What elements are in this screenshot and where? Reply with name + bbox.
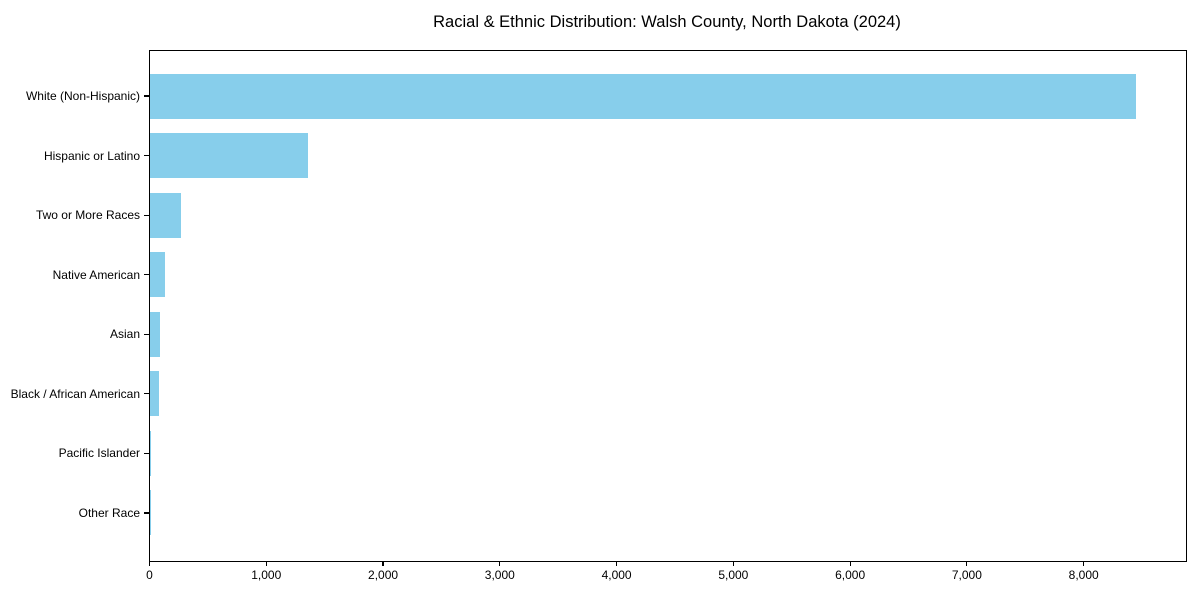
x-tick-label-0: 0 bbox=[146, 568, 153, 582]
x-tick-label-5: 5,000 bbox=[718, 568, 749, 582]
y-axis-tick-5 bbox=[143, 393, 149, 395]
x-axis-tick-4 bbox=[615, 560, 618, 566]
y-tick-label-5: Black / African American bbox=[10, 386, 140, 401]
bar-2 bbox=[149, 192, 182, 238]
y-tick-label-6: Pacific Islander bbox=[58, 446, 140, 461]
y-axis-tick-7 bbox=[143, 512, 149, 514]
y-axis-tick-0 bbox=[143, 95, 149, 97]
x-tick-label-2: 2,000 bbox=[368, 568, 399, 582]
chart-title: Racial & Ethnic Distribution: Walsh Coun… bbox=[433, 13, 901, 31]
y-tick-label-4: Asian bbox=[109, 327, 140, 342]
y-tick-label-1: Hispanic or Latino bbox=[43, 148, 140, 163]
x-axis-tick-0 bbox=[148, 560, 151, 566]
y-tick-label-3: Native American bbox=[52, 267, 140, 282]
x-tick-label-8: 8,000 bbox=[1068, 568, 1099, 582]
x-tick-label-4: 4,000 bbox=[601, 568, 632, 582]
bar-5 bbox=[149, 371, 160, 417]
bar-4 bbox=[149, 311, 160, 357]
y-axis-tick-2 bbox=[143, 214, 149, 216]
y-axis-tick-3 bbox=[143, 274, 149, 276]
y-axis-tick-1 bbox=[143, 154, 149, 157]
bar-3 bbox=[149, 252, 165, 298]
x-axis-tick-5 bbox=[732, 560, 734, 566]
y-tick-label-0: White (Non-Hispanic) bbox=[25, 89, 140, 103]
bar-6 bbox=[149, 430, 151, 476]
y-axis-tick-6 bbox=[143, 452, 149, 454]
plot-area bbox=[143, 49, 1187, 566]
x-tick-label-6: 6,000 bbox=[835, 568, 866, 582]
x-axis-tick-3 bbox=[499, 560, 501, 566]
x-axis-tick-2 bbox=[382, 560, 384, 566]
y-tick-label-2: Two or More Races bbox=[35, 208, 140, 223]
x-axis-tick-7 bbox=[966, 560, 968, 566]
x-axis-tick-6 bbox=[849, 560, 851, 566]
x-axis-tick-1 bbox=[265, 560, 267, 566]
bar-0 bbox=[149, 73, 1137, 119]
y-tick-label-7: Other Race bbox=[78, 505, 140, 520]
bar-1 bbox=[149, 133, 309, 179]
x-tick-label-1: 1,000 bbox=[251, 568, 282, 582]
x-axis-tick-8 bbox=[1083, 560, 1085, 566]
y-axis-tick-4 bbox=[143, 333, 149, 335]
x-tick-label-7: 7,000 bbox=[951, 568, 982, 582]
x-tick-label-3: 3,000 bbox=[484, 568, 515, 582]
